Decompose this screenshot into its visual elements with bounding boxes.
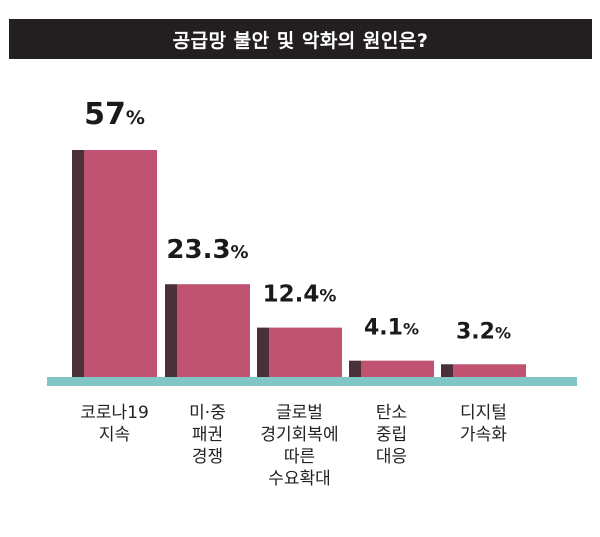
bar-group	[72, 150, 157, 377]
bar	[453, 364, 526, 377]
category-label: 탄소 중립 대응	[376, 403, 407, 467]
bar	[361, 360, 434, 377]
bar-shadow	[349, 360, 361, 377]
value-label: 57%	[84, 97, 145, 132]
baseline	[47, 377, 577, 386]
bar-shadow	[72, 150, 84, 377]
bar-shadow	[441, 364, 453, 377]
bar	[269, 327, 342, 377]
bar-group	[257, 327, 342, 377]
category-label: 글로벌 경기회복에 따른 수요확대	[260, 403, 338, 489]
chart-title: 공급망 불안 및 악화의 원인은?	[9, 19, 592, 59]
value-label: 12.4%	[263, 282, 337, 308]
bar-shadow	[165, 284, 177, 377]
category-label: 디지털 가속화	[460, 403, 507, 445]
bar-group	[441, 364, 526, 377]
bar-group	[349, 360, 434, 377]
bar-shadow	[257, 327, 269, 377]
bar	[177, 284, 250, 377]
value-label: 23.3%	[166, 235, 248, 265]
value-label: 4.1%	[364, 316, 419, 341]
category-label: 미·중 패권 경쟁	[189, 403, 226, 467]
bar	[84, 150, 157, 377]
value-label: 3.2%	[456, 319, 511, 344]
category-label: 코로나19 지속	[80, 403, 149, 445]
bar-group	[165, 284, 250, 377]
